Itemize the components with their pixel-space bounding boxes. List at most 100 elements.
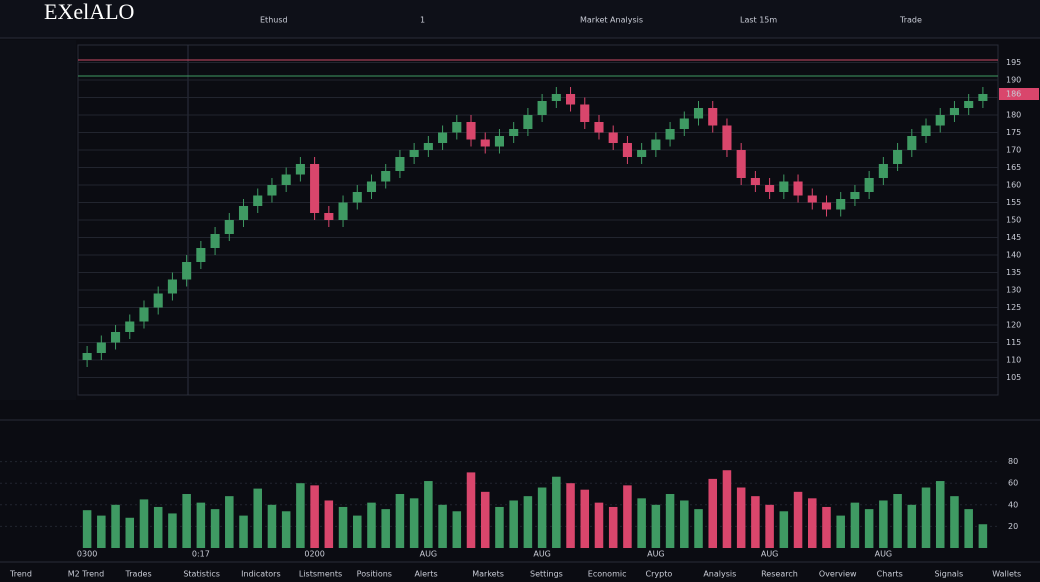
- toolbar-item[interactable]: Last 15m: [740, 16, 777, 25]
- volume-bar: [125, 517, 135, 548]
- volume-bar: [822, 506, 831, 548]
- candle-body: [736, 150, 746, 178]
- volume-bar: [623, 485, 632, 548]
- volume-bar: [637, 498, 646, 548]
- nav-item[interactable]: Charts: [877, 570, 903, 579]
- y-tick-label: 120: [1006, 321, 1021, 330]
- toolbar-item[interactable]: Market Analysis: [580, 16, 643, 25]
- nav-item[interactable]: Markets: [472, 570, 504, 579]
- volume-bar: [836, 515, 845, 548]
- last-price-tag: [999, 88, 1039, 100]
- volume-bar: [480, 491, 490, 548]
- candle-body: [466, 122, 476, 140]
- candle-body: [836, 199, 846, 210]
- volume-bar: [353, 515, 362, 548]
- nav-item[interactable]: Positions: [357, 570, 392, 579]
- nav-item[interactable]: Listsments: [299, 570, 342, 579]
- x-tick-label: AUG: [420, 550, 438, 559]
- candle-body: [893, 150, 903, 164]
- candle-body: [907, 136, 917, 150]
- y-tick-label: 110: [1006, 356, 1021, 365]
- volume-bar: [608, 506, 618, 548]
- candle-body: [381, 171, 391, 182]
- candle-body: [722, 125, 732, 150]
- candle-body: [96, 342, 106, 353]
- nav-item[interactable]: Trades: [125, 570, 152, 579]
- nav-item[interactable]: Alerts: [414, 570, 437, 579]
- logo: EXelALO: [44, 0, 134, 24]
- candle-body: [238, 206, 249, 220]
- y-tick-label: 160: [1006, 181, 1021, 190]
- candle-body: [565, 94, 576, 105]
- candle-body: [352, 192, 362, 203]
- volume-bar: [879, 500, 888, 548]
- y-tick-label: 140: [1006, 251, 1021, 260]
- volume-bar: [665, 494, 675, 548]
- toolbar-item[interactable]: Trade: [899, 16, 922, 25]
- candle-body: [324, 213, 334, 220]
- candle-body: [693, 108, 704, 119]
- candle-body: [665, 129, 675, 140]
- candle-body: [921, 125, 931, 136]
- nav-item[interactable]: Analysis: [703, 570, 736, 579]
- volume-tick-label: 60: [1008, 479, 1018, 488]
- volume-bar: [225, 496, 234, 548]
- nav-item[interactable]: Wallets: [992, 570, 1021, 579]
- candle-body: [125, 321, 135, 332]
- volume-bar: [139, 499, 149, 548]
- candle-body: [850, 192, 860, 199]
- volume-bar: [594, 502, 604, 548]
- nav-item[interactable]: Trend: [9, 570, 32, 579]
- candle-body: [210, 234, 220, 248]
- candle-body: [366, 181, 377, 192]
- x-tick-label: AUG: [647, 550, 665, 559]
- volume-bar: [438, 504, 447, 548]
- nav-item[interactable]: Settings: [530, 570, 563, 579]
- y-tick-label: 165: [1006, 163, 1021, 172]
- candle-body: [110, 332, 121, 343]
- candle-body: [580, 104, 590, 122]
- candle-body: [224, 220, 234, 234]
- volume-bar: [935, 481, 945, 548]
- candle-body: [935, 115, 945, 126]
- volume-bar: [466, 472, 476, 548]
- nav-item[interactable]: Statistics: [183, 570, 220, 579]
- volume-bar: [168, 513, 177, 548]
- nav-item[interactable]: Research: [761, 570, 798, 579]
- volume-bar: [537, 487, 547, 548]
- volume-bar: [680, 500, 689, 548]
- left-panel: [0, 40, 76, 400]
- volume-bar: [808, 498, 817, 548]
- nav-item[interactable]: Crypto: [646, 570, 673, 579]
- volume-bar: [153, 506, 163, 548]
- volume-bar: [196, 502, 206, 548]
- toolbar-item[interactable]: 1: [420, 16, 425, 25]
- y-tick-label: 190: [1006, 76, 1021, 85]
- candle-body: [310, 164, 320, 213]
- candle-body: [395, 157, 405, 171]
- candle-body: [452, 122, 462, 133]
- nav-item[interactable]: Economic: [588, 570, 627, 579]
- candle-body: [708, 108, 718, 126]
- volume-bar: [296, 483, 305, 548]
- candle-body: [821, 202, 832, 210]
- volume-bar: [523, 496, 533, 548]
- volume-bar: [310, 485, 319, 548]
- nav-item[interactable]: M2 Trend: [68, 570, 104, 579]
- candle-body: [878, 164, 888, 178]
- candle-body: [153, 293, 163, 308]
- volume-bar: [111, 504, 120, 548]
- nav-item[interactable]: Signals: [934, 570, 963, 579]
- nav-item[interactable]: Indicators: [241, 570, 281, 579]
- candle-body: [523, 115, 533, 129]
- candle-body: [608, 132, 618, 143]
- candle-body: [964, 101, 974, 108]
- x-tick-label: 0:17: [192, 550, 210, 559]
- candle-body: [509, 129, 519, 136]
- toolbar-item[interactable]: Ethusd: [260, 16, 288, 25]
- nav-item[interactable]: Overview: [819, 570, 857, 579]
- candle-body: [622, 143, 632, 157]
- candle-body: [864, 178, 874, 192]
- volume-bar: [552, 476, 561, 548]
- volume-bar: [765, 504, 774, 548]
